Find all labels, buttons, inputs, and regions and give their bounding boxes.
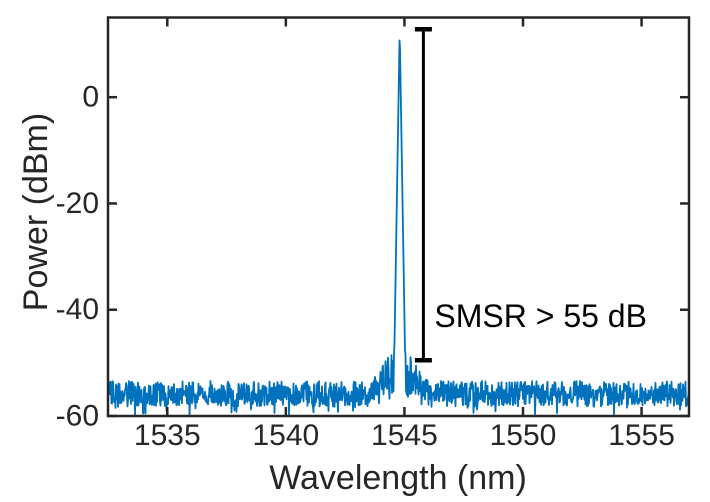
y-tick-label: 0 [82, 81, 99, 114]
y-axis-label: Power (dBm) [17, 113, 55, 311]
x-tick-label: 1545 [371, 419, 438, 452]
x-tick-label: 1535 [134, 419, 201, 452]
x-tick-label: 1540 [252, 419, 319, 452]
y-tick-label: -20 [56, 187, 99, 220]
axes-frame [106, 16, 691, 418]
y-tick-label: -40 [56, 293, 99, 326]
spectrum-trace [108, 39, 689, 416]
x-tick-label: 1550 [490, 419, 557, 452]
y-tick-label: -60 [56, 400, 99, 433]
plot-area: 1535 1540 1545 1550 1555 0 -20 -40 -60 [56, 16, 691, 452]
smsr-annotation: SMSR > 55 dB [434, 298, 647, 334]
x-axis-label: Wavelength (nm) [269, 459, 527, 497]
x-tick-label: 1555 [608, 419, 675, 452]
